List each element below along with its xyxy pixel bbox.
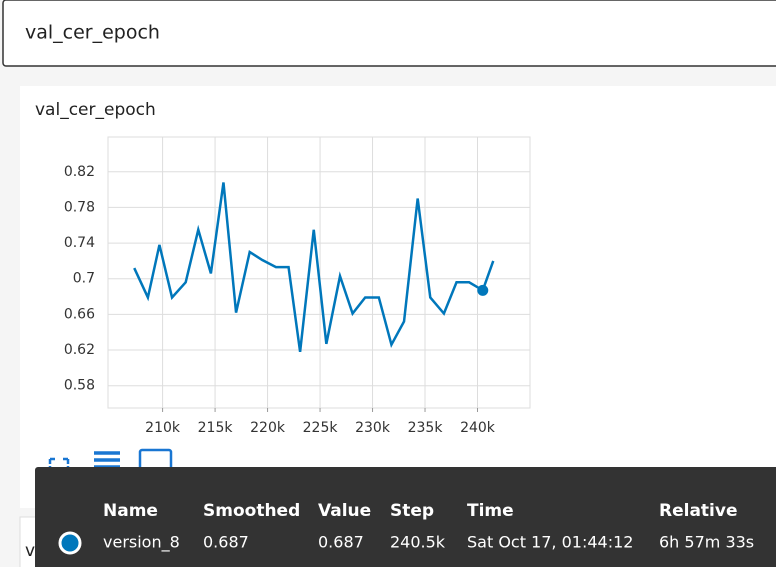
x-tick-label: 235k <box>408 420 444 436</box>
y-tick-label: 0.7 <box>73 271 95 287</box>
card <box>20 86 776 508</box>
y-tick-label: 0.62 <box>64 342 95 358</box>
search-box[interactable] <box>2 0 776 67</box>
tooltip-header: Relative <box>659 501 737 521</box>
tooltip-cell: 6h 57m 33s <box>659 533 754 552</box>
tooltip-cell: version_8 <box>103 533 180 553</box>
tooltip-cell: 0.687 <box>203 533 249 552</box>
y-tick-label: 0.66 <box>64 306 95 322</box>
x-tick-label: 240k <box>460 420 496 436</box>
search-query[interactable]: val_cer_epoch <box>25 22 160 44</box>
series-line <box>133 182 495 353</box>
y-tick-label: 0.74 <box>64 235 95 251</box>
plot: 0.58 0.62 0.66 0.7 0.74 0.78 0.82 210k 215k 220k 2… <box>64 136 531 436</box>
tooltip-cell: Sat Oct 17, 01:44:12 <box>467 533 633 552</box>
plot-frame <box>107 136 531 409</box>
tooltip-cell: 240.5k <box>390 533 446 552</box>
tooltip-header: Name <box>103 501 158 521</box>
tooltip-header: Smoothed <box>203 501 300 521</box>
tooltip-header: Value <box>318 501 371 521</box>
x-tick-label: 215k <box>198 420 234 436</box>
x-tick-label: 225k <box>303 420 339 436</box>
tooltip-bg <box>35 467 776 567</box>
card-title: val_cer_epoch <box>35 100 156 120</box>
series-swatch <box>58 531 82 555</box>
highlight-point <box>477 284 489 296</box>
tooltip: Name Smoothed Value Step Time Relative version… <box>35 467 776 567</box>
tooltip-header: Time <box>467 501 514 521</box>
y-tick-label: 0.58 <box>64 378 95 394</box>
y-tick-label: 0.82 <box>64 164 95 180</box>
tooltip-header: Step <box>390 501 434 521</box>
tooltip-cell: 0.687 <box>318 533 364 552</box>
y-tick-label: 0.78 <box>64 199 95 215</box>
x-tick-label: 230k <box>355 420 391 436</box>
x-tick-label: 210k <box>145 420 181 436</box>
x-tick-label: 220k <box>250 420 286 436</box>
